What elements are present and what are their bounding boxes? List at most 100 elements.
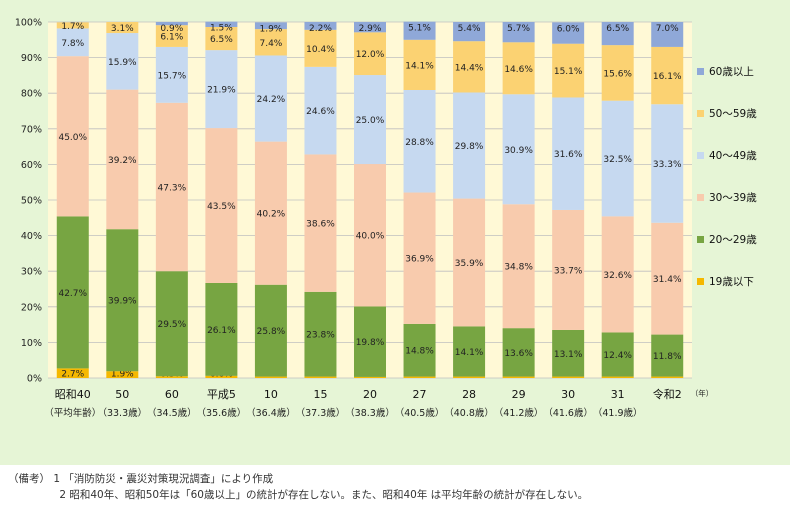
y-tick-label: 20% [21, 302, 42, 313]
y-tick-label: 50% [21, 196, 42, 207]
bar-segment [601, 22, 634, 46]
legend-swatch [697, 194, 704, 201]
data-label: 35.9% [455, 259, 484, 269]
bar-segment [205, 375, 238, 378]
data-label: 31.6% [554, 150, 583, 160]
bar-segment [354, 75, 386, 165]
y-tick-label: 60% [21, 160, 42, 171]
bar-segment [56, 56, 89, 217]
data-label: 31.4% [653, 275, 682, 285]
x-tick-label: 昭和40 [55, 388, 91, 401]
y-tick-label: 40% [21, 231, 42, 242]
bar-segment [106, 22, 139, 34]
bar-segment [304, 291, 337, 377]
bar-segment [453, 92, 486, 199]
data-label: 1.7% [61, 22, 84, 32]
bar-segment [601, 376, 634, 378]
x-tick-label: 15 [313, 388, 327, 401]
note-text: 「消防防災・震災対策現況調査」により作成 [63, 473, 274, 485]
data-label: 47.3% [158, 184, 187, 194]
data-label: 11.8% [653, 352, 682, 362]
bar-segment [601, 45, 634, 101]
y-tick-label: 30% [21, 267, 42, 278]
y-tick-label: 80% [21, 89, 42, 100]
bar-segment [155, 102, 188, 272]
x-tick-label: 令和2 [653, 387, 682, 401]
bar-segment [403, 192, 436, 324]
bar-segment [651, 46, 684, 105]
chart-panel: 0% 10% 20% 30% 40% 50% 60% 70% 80% 90% 100% 2.7% 42.… [0, 0, 790, 465]
avg-age-label: （38.3歳） [345, 407, 395, 419]
x-tick-label: 30 [561, 388, 575, 401]
y-tick-label: 70% [21, 124, 42, 135]
bar-segment [155, 22, 188, 26]
data-label: 13.6% [504, 349, 533, 359]
data-label: 5.4% [458, 24, 481, 34]
bar-segment [651, 222, 684, 335]
data-label: 7.8% [61, 39, 84, 49]
bar-segment [56, 216, 89, 369]
bar-segment [552, 376, 585, 378]
bar-segment [453, 22, 486, 42]
data-label: 34.8% [504, 263, 533, 273]
bar-segment [354, 32, 386, 76]
data-label: 40.0% [356, 232, 385, 242]
x-tick-label: 28 [462, 388, 476, 401]
x-tick-label: 60 [165, 388, 179, 401]
data-label: 32.6% [603, 271, 632, 281]
bar-segment [304, 376, 337, 378]
bar-segment [601, 332, 634, 377]
data-label: 15.1% [554, 67, 583, 77]
x-tick-label: 31 [611, 388, 625, 401]
avg-age-label: （41.9歳） [593, 407, 643, 419]
data-label: 29.5% [158, 320, 187, 330]
data-label: 33.7% [554, 266, 583, 276]
data-label: 24.2% [257, 95, 286, 105]
data-label: 25.0% [356, 116, 385, 126]
data-label: 43.5% [207, 202, 236, 212]
bar-segment [155, 25, 188, 47]
x-tick-label: 平成5 [207, 388, 236, 401]
bar-segment [354, 306, 386, 377]
data-label: 1.9% [259, 24, 282, 34]
data-label: 0.9% [160, 24, 183, 34]
legend-swatch [697, 278, 704, 285]
data-label: 26.1% [207, 326, 236, 336]
bar-segment [205, 26, 238, 51]
data-label: 2.2% [309, 24, 332, 34]
data-label: 30.9% [504, 146, 533, 156]
avg-age-label: （33.3歳） [97, 407, 147, 419]
data-label: 14.1% [405, 61, 434, 71]
legend-label: 20～29歳 [709, 234, 757, 246]
avg-age-label: （34.5歳） [147, 407, 197, 419]
bar-segment [453, 326, 486, 377]
data-label: 15.6% [603, 69, 632, 79]
data-label: 1.9% [111, 370, 134, 380]
data-label: 13.1% [554, 350, 583, 360]
x-tick-label: 10 [264, 388, 278, 401]
y-tick-label: 0% [27, 374, 42, 385]
bar-segment [651, 22, 684, 47]
bar-segment [502, 22, 535, 43]
avg-age-label: （36.4歳） [246, 407, 296, 419]
x-tick-label: 50 [115, 388, 129, 401]
bar-segment [304, 66, 337, 155]
data-label: 21.9% [207, 86, 236, 96]
data-label: 10.4% [306, 45, 335, 55]
data-label: 40.2% [257, 210, 286, 220]
avg-age-label: （37.3歳） [296, 407, 346, 419]
bar-segment [304, 29, 337, 67]
stacked-bar-chart: 0% 10% 20% 30% 40% 50% 60% 70% 80% 90% 100% 2.7% 42.… [15, 18, 757, 420]
data-label: 3.1% [111, 24, 134, 34]
bar-segment [552, 329, 585, 377]
data-label: 14.1% [455, 348, 484, 358]
notes-label: （備考） [8, 473, 50, 485]
legend-label: 40～49歳 [709, 150, 757, 162]
data-label: 39.2% [108, 156, 137, 166]
data-label: 36.9% [405, 255, 434, 265]
legend-label: 50～59歳 [709, 108, 757, 120]
avg-age-label: （平均年齢） [44, 407, 101, 419]
x-tick-label: 29 [512, 388, 526, 401]
notes: （備考） 1 「消防防災・震災対策現況調査」により作成 2 昭和40年、昭和50… [8, 471, 588, 503]
bar-segment [205, 21, 238, 27]
